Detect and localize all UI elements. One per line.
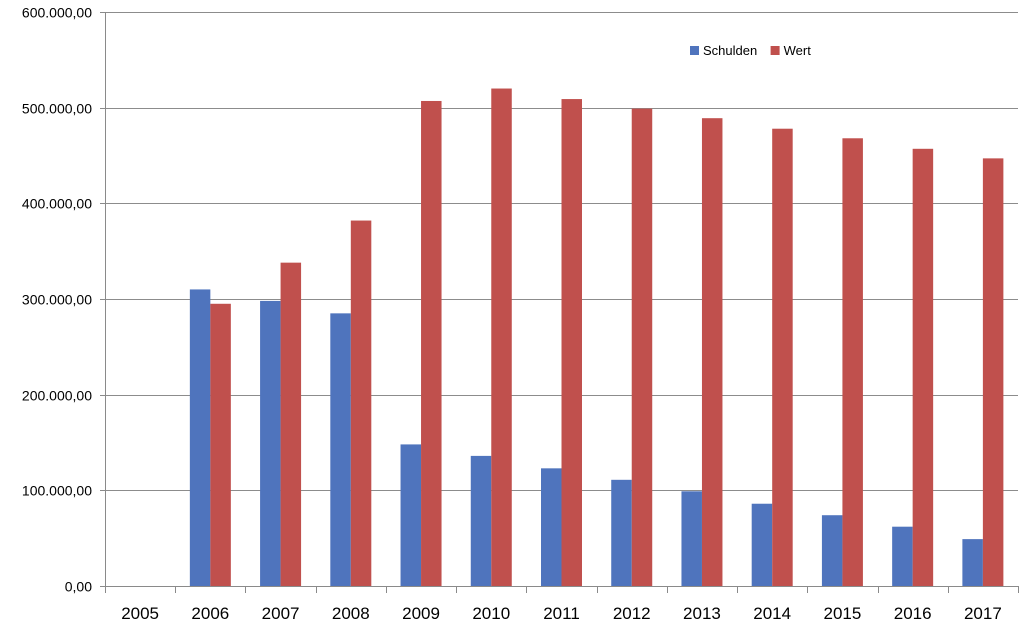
bar-wert-2010 [491,88,512,586]
x-tick-label: 2005 [121,604,159,623]
bar-wert-2007 [280,262,302,586]
x-tick-label: 2016 [894,604,932,623]
bars [189,88,1004,587]
bar-schulden-2013 [681,491,702,586]
bar-wert-2015 [842,138,863,586]
bar-schulden-2007 [260,300,281,586]
y-axis-ticks: 0,00 100.000,00 200.000,00 300.000,00 400.00… [22,5,105,595]
bar-wert-2008 [350,220,372,587]
bar-schulden-2006 [189,289,211,586]
y-tick-label: 100.000,00 [22,483,92,499]
bar-wert-2014 [772,128,793,586]
x-tick-label: 2013 [683,604,721,623]
y-tick-label: 0,00 [65,579,92,595]
y-tick-label: 600.000,00 [22,5,92,21]
bar-wert-2016 [912,148,934,587]
bar-schulden-2017 [962,539,983,586]
bar-schulden-2016 [892,526,913,586]
legend-label: Schulden [703,43,757,58]
x-tick-label: 2011 [543,604,580,623]
bar-wert-2017 [982,158,1004,586]
bar-wert-2006 [210,303,231,586]
x-tick-label: 2017 [964,604,1002,623]
x-tick-label: 2009 [402,604,440,623]
x-axis-ticks: 2005 2006 2007 2008 2009 2010 2011 2012 2013 2014… [105,586,1019,623]
bar-schulden-2008 [330,313,351,586]
legend-label: Wert [784,43,812,58]
bar-schulden-2014 [751,503,773,586]
bar-schulden-2010 [470,455,492,586]
legend: Schulden Wert [690,43,811,58]
x-tick-label: 2014 [753,604,791,623]
axes [105,12,1018,587]
x-tick-label: 2015 [824,604,862,623]
bar-wert-2011 [561,99,582,586]
legend-swatch [770,46,780,55]
x-tick-label: 2012 [613,604,651,623]
bar-wert-2012 [631,108,653,587]
y-tick-label: 500.000,00 [22,101,92,117]
y-tick-label: 400.000,00 [22,196,92,212]
bar-schulden-2015 [821,515,843,586]
x-tick-label: 2010 [472,604,510,623]
y-tick-label: 200.000,00 [22,388,92,404]
y-tick-label: 300.000,00 [22,292,92,308]
bar-schulden-2012 [611,479,632,586]
bar-schulden-2009 [400,444,422,586]
x-tick-label: 2008 [332,604,370,623]
bar-wert-2009 [421,100,442,586]
x-tick-label: 2007 [262,604,300,623]
x-tick-label: 2006 [191,604,229,623]
bar-wert-2013 [701,118,723,586]
bar-schulden-2011 [541,468,562,586]
legend-swatch [690,46,699,55]
